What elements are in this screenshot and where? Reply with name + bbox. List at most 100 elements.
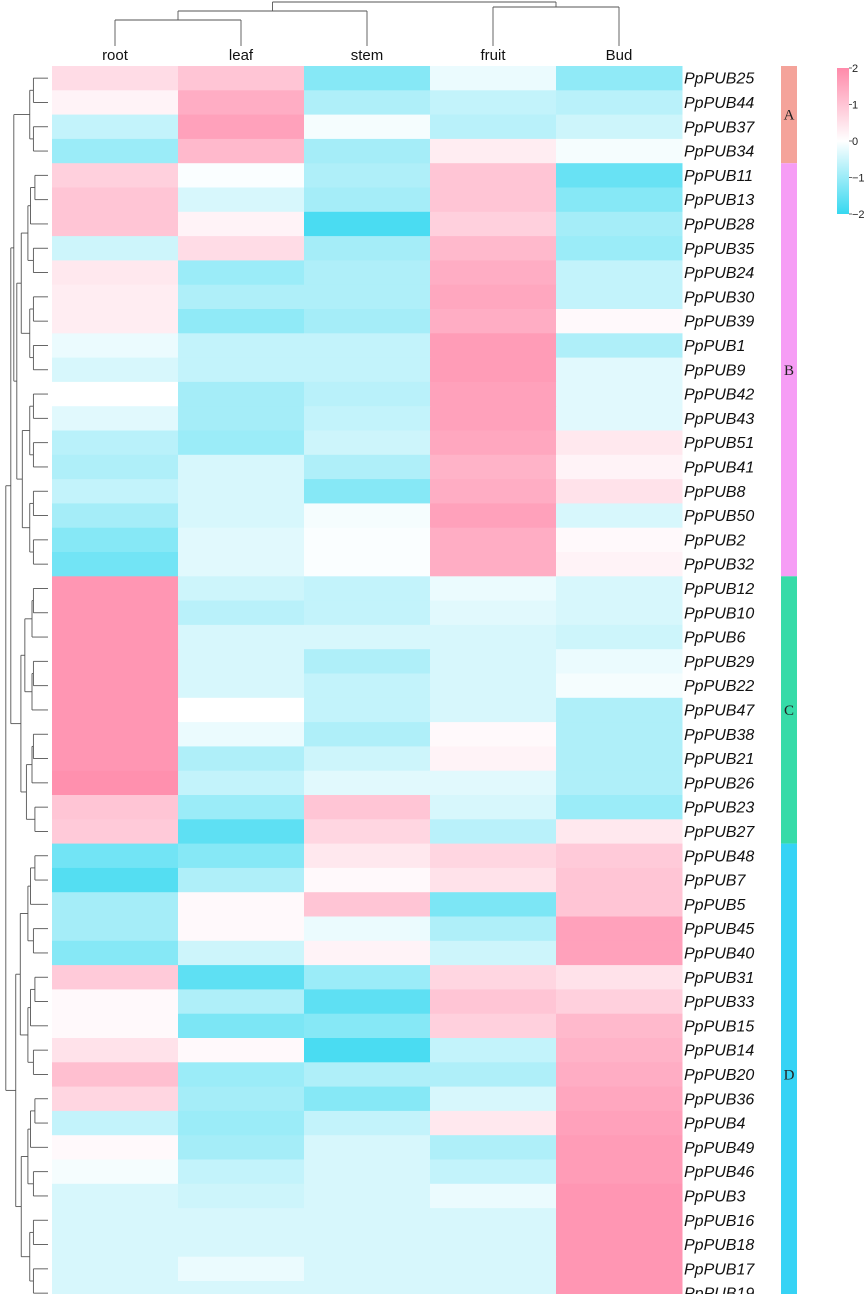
heatmap-cell-PpPUB36-root [52,1086,179,1112]
heatmap-cell-PpPUB17-Bud [556,1256,683,1282]
row-label-PpPUB7: PpPUB7 [684,873,746,890]
heatmap-cell-PpPUB22-root [52,673,179,699]
heatmap-cell-PpPUB29-fruit [430,649,557,674]
heatmap-cell-PpPUB2-leaf [178,527,305,553]
row-label-PpPUB32: PpPUB32 [684,557,754,574]
heatmap-cell-PpPUB23-Bud [556,795,683,820]
heatmap-cell-PpPUB13-fruit [430,187,557,213]
heatmap-cell-PpPUB40-root [52,940,179,966]
row-label-PpPUB50: PpPUB50 [684,508,754,525]
heatmap-cell-PpPUB11-root [52,163,179,188]
heatmap-cell-PpPUB26-leaf [178,770,305,796]
heatmap-cell-PpPUB4-leaf [178,1110,305,1136]
heatmap-cell-PpPUB34-fruit [430,138,557,164]
heatmap-cell-PpPUB5-Bud [556,892,683,917]
cluster-bar-A [781,66,797,164]
heatmap-cell-PpPUB36-Bud [556,1086,683,1112]
heatmap-cell-PpPUB50-Bud [556,503,683,529]
row-label-PpPUB36: PpPUB36 [684,1091,754,1108]
heatmap-cell-PpPUB42-leaf [178,381,305,407]
heatmap-cell-PpPUB5-root [52,892,179,917]
heatmap-cell-PpPUB4-stem [304,1110,431,1136]
heatmap-cell-PpPUB33-root [52,989,179,1015]
heatmap-cell-PpPUB29-root [52,649,179,674]
heatmap-cell-PpPUB35-root [52,236,179,261]
row-label-PpPUB27: PpPUB27 [684,824,755,841]
heatmap-cell-PpPUB42-Bud [556,381,683,407]
row-label-PpPUB30: PpPUB30 [684,289,754,306]
row-label-PpPUB44: PpPUB44 [684,95,754,112]
heatmap-cell-PpPUB20-root [52,1062,179,1088]
heatmap-cell-PpPUB44-Bud [556,90,683,116]
heatmap-cell-PpPUB27-Bud [556,819,683,845]
heatmap-cell-PpPUB49-leaf [178,1135,305,1160]
heatmap-cell-PpPUB26-root [52,770,179,796]
heatmap-cell-PpPUB42-fruit [430,381,557,407]
cluster-label-A: A [784,108,795,124]
row-label-PpPUB9: PpPUB9 [684,362,745,379]
heatmap-cell-PpPUB33-fruit [430,989,557,1015]
heatmap-cell-PpPUB18-leaf [178,1232,305,1258]
heatmap-cell-PpPUB4-root [52,1110,179,1136]
heatmap-cell-PpPUB24-root [52,260,179,286]
heatmap-cell-PpPUB38-fruit [430,722,557,747]
heatmap-cell-PpPUB16-stem [304,1208,431,1233]
row-label-PpPUB6: PpPUB6 [684,630,745,647]
heatmap-cell-PpPUB27-stem [304,819,431,845]
heatmap-cell-PpPUB47-fruit [430,697,557,723]
heatmap-cell-PpPUB12-leaf [178,576,305,602]
row-label-PpPUB18: PpPUB18 [684,1237,754,1254]
heatmap-cell-PpPUB39-Bud [556,309,683,334]
heatmap-cell-PpPUB43-leaf [178,406,305,431]
heatmap-cell-PpPUB10-leaf [178,600,305,626]
heatmap-cell-PpPUB51-stem [304,430,431,456]
color-scale-tick: −2 [852,209,865,221]
heatmap-cell-PpPUB50-root [52,503,179,529]
heatmap-cell-PpPUB45-stem [304,916,431,942]
heatmap-cell-PpPUB45-root [52,916,179,942]
heatmap-cell-PpPUB10-Bud [556,600,683,626]
heatmap-cell-PpPUB9-fruit [430,357,557,383]
heatmap-cell-PpPUB47-Bud [556,697,683,723]
heatmap-cell-PpPUB18-stem [304,1232,431,1258]
heatmap-cell-PpPUB32-root [52,552,179,577]
heatmap-cell-PpPUB4-fruit [430,1110,557,1136]
heatmap-cell-PpPUB6-leaf [178,624,305,650]
cluster-label-D: D [784,1067,795,1083]
heatmap-cell-PpPUB25-root [52,66,179,91]
heatmap-cell-PpPUB44-leaf [178,90,305,116]
heatmap-cell-PpPUB16-fruit [430,1208,557,1233]
heatmap-cell-PpPUB13-root [52,187,179,213]
heatmap-cell-PpPUB39-fruit [430,309,557,334]
heatmap-cell-PpPUB48-fruit [430,843,557,869]
row-label-PpPUB51: PpPUB51 [684,435,754,452]
heatmap-cell-PpPUB14-Bud [556,1038,683,1063]
heatmap-cell-PpPUB47-stem [304,697,431,723]
row-label-PpPUB13: PpPUB13 [684,192,754,209]
heatmap-cell-PpPUB37-leaf [178,114,305,140]
heatmap-cell-PpPUB25-Bud [556,66,683,91]
heatmap-cell-PpPUB4-Bud [556,1110,683,1136]
column-label-fruit: fruit [480,47,506,64]
heatmap-cell-PpPUB8-leaf [178,479,305,504]
heatmap-cell-PpPUB21-fruit [430,746,557,772]
heatmap-cell-PpPUB7-root [52,867,179,893]
heatmap-cell-PpPUB35-fruit [430,236,557,261]
heatmap-cell-PpPUB23-fruit [430,795,557,820]
heatmap-cell-PpPUB44-root [52,90,179,116]
row-label-PpPUB35: PpPUB35 [684,241,754,258]
heatmap-cell-PpPUB2-fruit [430,527,557,553]
heatmap-cell-PpPUB20-Bud [556,1062,683,1088]
heatmap-cell-PpPUB31-leaf [178,965,305,990]
heatmap-cell-PpPUB32-leaf [178,552,305,577]
heatmap-cell-PpPUB39-root [52,309,179,334]
heatmap-cell-PpPUB6-stem [304,624,431,650]
row-label-PpPUB10: PpPUB10 [684,605,754,622]
row-label-PpPUB12: PpPUB12 [684,581,754,598]
heatmap-cell-PpPUB3-Bud [556,1183,683,1209]
heatmap-cell-PpPUB46-fruit [430,1159,557,1185]
heatmap-cell-PpPUB17-leaf [178,1256,305,1282]
row-label-PpPUB14: PpPUB14 [684,1043,754,1060]
heatmap-cell-PpPUB13-Bud [556,187,683,213]
heatmap-cell-PpPUB20-stem [304,1062,431,1088]
